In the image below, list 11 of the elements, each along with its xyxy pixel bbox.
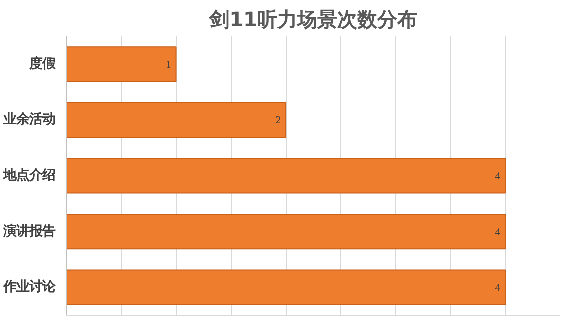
data-label: 2 bbox=[276, 116, 282, 127]
data-label: 4 bbox=[495, 283, 502, 294]
data-label: 1 bbox=[166, 60, 172, 71]
chart-title: 剑11听力场景次数分布 bbox=[208, 8, 418, 32]
y-tick-label: 业余活动 bbox=[2, 112, 56, 128]
y-tick-label: 地点介绍 bbox=[2, 168, 56, 184]
data-label: 4 bbox=[495, 172, 502, 182]
data-label: 4 bbox=[495, 227, 502, 238]
y-tick-label: 度假 bbox=[28, 56, 56, 72]
y-tick-label: 演讲报告 bbox=[2, 223, 56, 240]
y-tick-label: 作业讨论 bbox=[2, 280, 56, 296]
